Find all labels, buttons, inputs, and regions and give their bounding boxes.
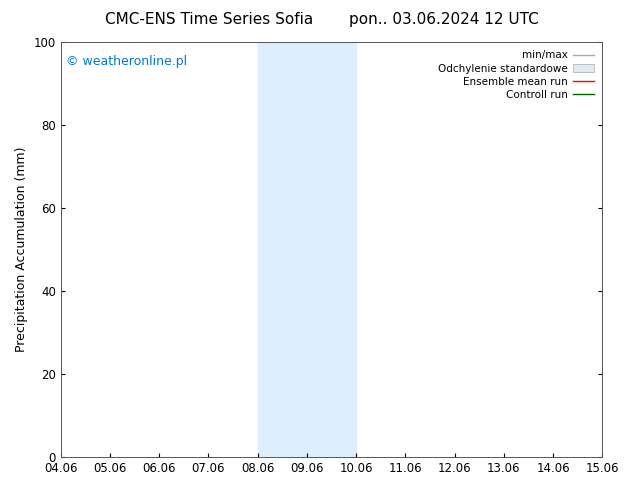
- Text: © weatheronline.pl: © weatheronline.pl: [66, 54, 187, 68]
- Text: CMC-ENS Time Series Sofia: CMC-ENS Time Series Sofia: [105, 12, 313, 27]
- Y-axis label: Precipitation Accumulation (mm): Precipitation Accumulation (mm): [15, 147, 28, 352]
- Legend: min/max, Odchylenie standardowe, Ensemble mean run, Controll run: min/max, Odchylenie standardowe, Ensembl…: [435, 47, 597, 103]
- Bar: [602, 42, 627, 457]
- Bar: [257, 42, 332, 457]
- Bar: [332, 42, 356, 457]
- Text: pon.. 03.06.2024 12 UTC: pon.. 03.06.2024 12 UTC: [349, 12, 539, 27]
